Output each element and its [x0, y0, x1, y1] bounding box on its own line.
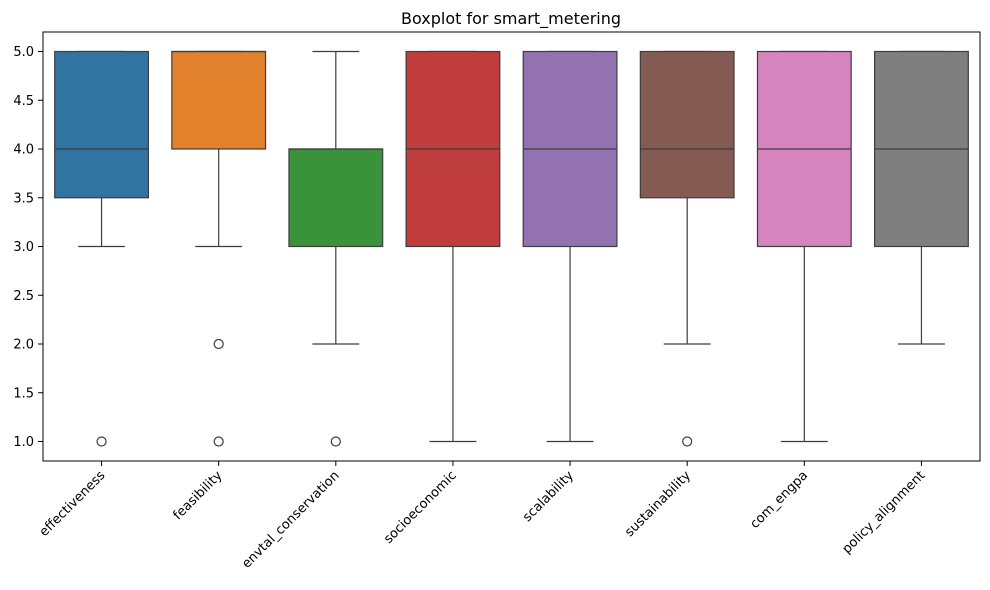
x-tick-label: scalability — [520, 468, 577, 525]
x-tick-label: feasibility — [170, 468, 225, 523]
outlier-point — [682, 436, 693, 447]
x-tick-label: sustainability — [622, 468, 694, 540]
box-group-socioeconomic — [405, 50, 501, 443]
box-group-envtal_conservation — [288, 50, 384, 447]
outlier-point — [330, 436, 341, 447]
x-tick-label: socioeconomic — [381, 468, 460, 547]
x-tick-label: effectiveness — [37, 468, 109, 540]
outlier-point — [213, 338, 224, 350]
y-tick-label: 2.5 — [13, 289, 34, 304]
x-tick-label: com_engpa — [748, 468, 812, 532]
y-tick-label: 2.0 — [13, 338, 34, 353]
outlier-point — [213, 436, 224, 447]
box — [171, 50, 267, 150]
box — [288, 148, 384, 248]
y-tick-label: 1.5 — [13, 386, 34, 401]
chart-title: Boxplot for smart_metering — [401, 9, 621, 29]
plot-area — [54, 50, 969, 447]
y-tick-label: 3.5 — [13, 191, 34, 206]
y-tick-label: 3.0 — [13, 240, 34, 255]
box — [54, 50, 150, 199]
y-tick-label: 1.0 — [13, 435, 34, 450]
y-tick-label: 4.5 — [13, 94, 34, 109]
x-tick-label: policy_alignment — [840, 468, 929, 557]
y-tick-label: 5.0 — [13, 45, 34, 60]
box-group-scalability — [522, 50, 618, 443]
box-group-sustainability — [639, 50, 735, 447]
box-group-com_engpa — [756, 50, 852, 443]
x-tick-label: envtal_conservation — [239, 468, 342, 571]
box-group-policy_alignment — [873, 50, 969, 345]
box-group-feasibility — [171, 50, 267, 447]
y-tick-label: 4.0 — [13, 143, 34, 158]
box-group-effectiveness — [54, 50, 150, 447]
outlier-point — [96, 436, 107, 447]
box — [639, 50, 735, 199]
